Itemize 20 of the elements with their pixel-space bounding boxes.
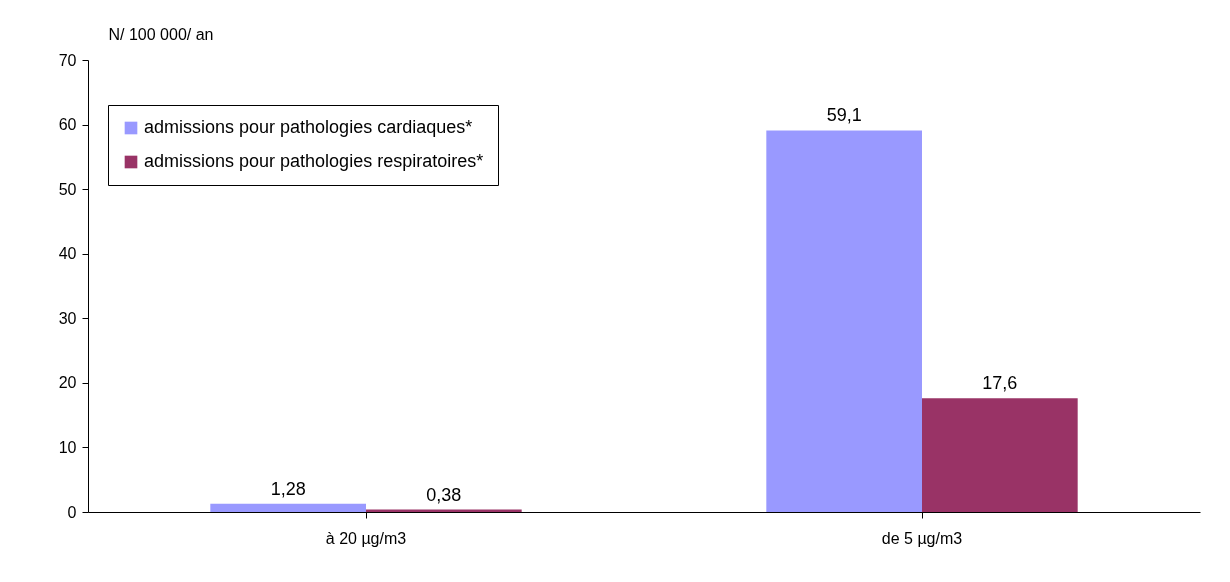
y-tick-label: 70	[58, 51, 77, 69]
y-tick-label: 20	[58, 374, 77, 392]
y-tick-label: 0	[67, 503, 77, 521]
data-label: 1,28	[270, 478, 306, 499]
y-tick-label: 40	[58, 245, 77, 263]
bar	[922, 398, 1078, 512]
legend-label: admissions pour pathologies respiratoires*	[144, 151, 484, 171]
y-tick-label: 30	[58, 309, 77, 327]
x-tick-label: de 5 µg/m3	[881, 529, 963, 547]
bar	[766, 130, 922, 512]
x-tick-label: à 20 µg/m3	[325, 529, 407, 547]
legend-label: admissions pour pathologies cardiaques*	[144, 117, 473, 137]
data-label: 59,1	[826, 105, 862, 126]
y-axis-title: N/ 100 000/ an	[108, 25, 214, 43]
y-tick-label: 60	[58, 116, 77, 134]
data-label: 17,6	[982, 373, 1018, 394]
data-label: 0,38	[426, 484, 462, 505]
y-tick-label: 50	[58, 180, 77, 198]
y-tick-label: 10	[58, 438, 77, 456]
bar	[210, 503, 366, 512]
